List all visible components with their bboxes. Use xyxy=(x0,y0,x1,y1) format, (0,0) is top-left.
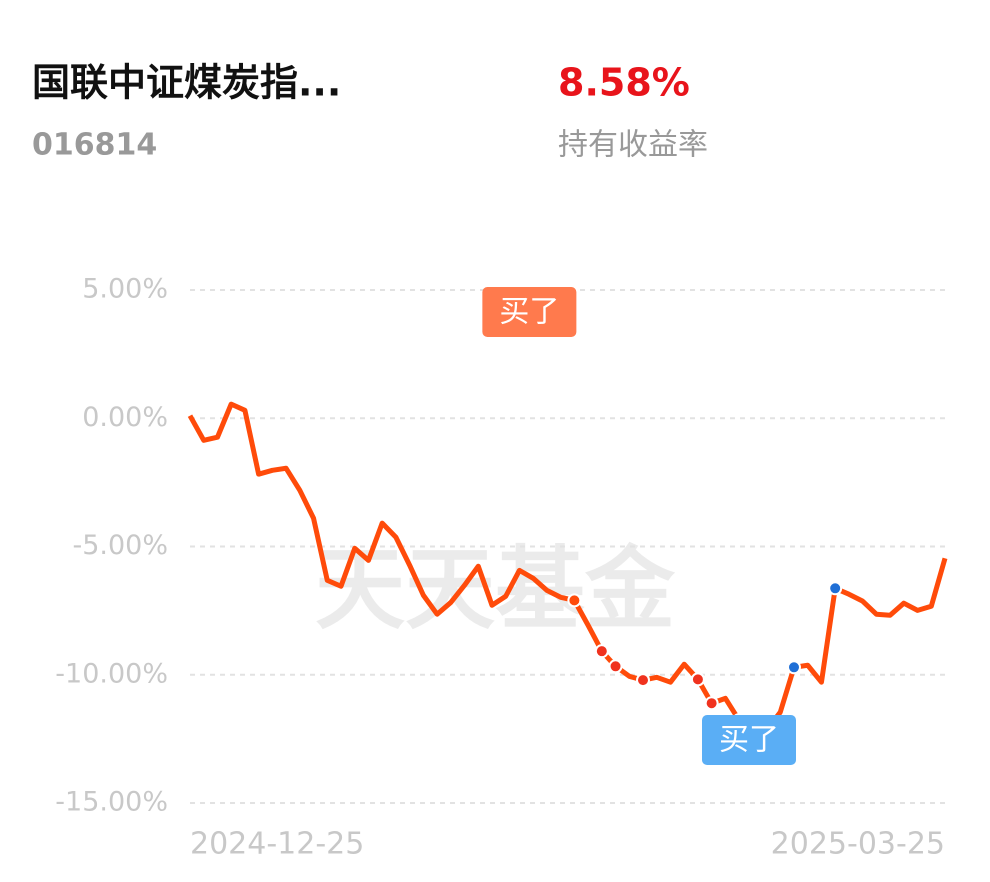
annotation-box xyxy=(482,287,577,337)
y-tick-label: -5.00% xyxy=(72,530,168,561)
annotation: 买了 xyxy=(719,723,779,758)
y-tick-label: 0.00% xyxy=(82,402,168,433)
y-tick-label: 5.00% xyxy=(82,274,168,305)
x-tick-label: 2024-12-25 xyxy=(190,827,364,862)
trade-dot xyxy=(594,644,609,659)
annotation: 买了 xyxy=(499,295,559,330)
x-tick-label: 2025-03-25 xyxy=(771,827,945,862)
fund-code: 016814 xyxy=(32,128,157,163)
line xyxy=(187,401,948,738)
trade-dot xyxy=(567,593,582,608)
trade-dot xyxy=(636,673,650,688)
return-label: 持有收益率 xyxy=(558,128,708,163)
trade-dot-blue xyxy=(828,581,843,596)
watermark: 天天基金 xyxy=(315,537,676,642)
trade-dot-blue xyxy=(787,660,801,675)
fund-title: 国联中证煤炭指... xyxy=(32,61,341,105)
y-tick-label: -15.00% xyxy=(55,787,168,818)
y-tick-label: -10.00% xyxy=(55,658,168,689)
trade-dot xyxy=(608,659,623,674)
trade-dot xyxy=(690,672,705,687)
annotation-box xyxy=(702,715,796,765)
return-value: 8.58% xyxy=(558,61,690,105)
trade-dot xyxy=(704,696,719,711)
